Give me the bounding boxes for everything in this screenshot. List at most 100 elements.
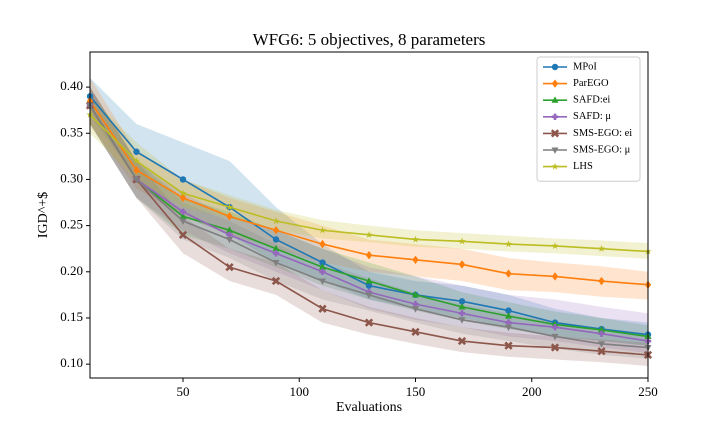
marker (132, 157, 141, 165)
marker (505, 319, 512, 326)
marker (504, 240, 513, 248)
marker (411, 235, 420, 243)
marker (505, 269, 512, 278)
marker (365, 251, 373, 260)
x-axis-label: Evaluations (336, 400, 402, 415)
marker (225, 263, 234, 272)
marker (179, 212, 187, 219)
marker (551, 242, 559, 250)
marker (225, 226, 234, 233)
marker (458, 317, 466, 324)
legend-label: SAFD:ei (573, 95, 610, 106)
marker (551, 324, 559, 331)
marker (551, 320, 559, 327)
marker (365, 231, 373, 238)
marker (598, 276, 605, 286)
confidence-band (90, 87, 648, 359)
marker (272, 260, 280, 267)
marker (133, 148, 140, 155)
marker (551, 96, 559, 103)
marker (551, 333, 559, 341)
marker (550, 129, 560, 138)
marker (319, 259, 326, 266)
marker (225, 236, 234, 244)
chart-title: WFG6: 5 objectives, 8 parameters (253, 30, 486, 49)
y-tick-label: 0.25 (60, 217, 83, 232)
marker (411, 291, 420, 298)
marker (457, 336, 467, 346)
y-axis-label: IGD^+$ (36, 192, 51, 238)
y-tick-label: 0.20 (60, 263, 83, 278)
marker (412, 300, 419, 308)
confidence-band (90, 87, 648, 354)
marker (505, 307, 512, 314)
marker (551, 113, 559, 120)
x-tick-label: 50 (177, 384, 190, 399)
legend-label: ParEGO (573, 78, 609, 89)
legend-label: SMS-EGO: μ (573, 144, 631, 155)
marker (318, 263, 327, 270)
confidence-band (90, 87, 648, 366)
y-tick-label: 0.30 (60, 170, 83, 185)
marker (365, 277, 373, 284)
marker (272, 217, 280, 225)
marker (458, 298, 466, 305)
marker (318, 304, 327, 313)
marker (319, 239, 326, 249)
marker (551, 63, 559, 71)
y-tick-label: 0.35 (60, 124, 83, 139)
marker (458, 310, 466, 317)
y-tick-label: 0.10 (60, 355, 83, 370)
marker (597, 244, 606, 252)
marker (226, 231, 233, 239)
marker (179, 193, 187, 203)
marker (226, 212, 233, 221)
marker (551, 79, 559, 88)
marker (319, 268, 326, 275)
y-tick-label: 0.15 (60, 309, 83, 324)
marker (133, 166, 140, 175)
marker (179, 218, 187, 225)
marker (365, 288, 373, 296)
legend-label: SMS-EGO: ei (573, 128, 632, 139)
marker (551, 147, 559, 154)
marker (411, 327, 420, 336)
marker (365, 292, 373, 299)
marker (412, 255, 419, 264)
marker (225, 203, 234, 211)
x-tick-label: 200 (522, 384, 542, 399)
marker (504, 324, 513, 332)
x-tick-label: 250 (638, 384, 658, 399)
marker (458, 303, 466, 310)
marker (318, 278, 327, 285)
x-tick-label: 150 (406, 384, 426, 399)
marker (364, 318, 374, 327)
marker (179, 208, 187, 215)
marker (458, 260, 466, 269)
y-tick-label: 0.40 (60, 78, 83, 93)
marker (551, 272, 559, 281)
marker (271, 276, 281, 286)
legend-label: SAFD: μ (573, 111, 611, 122)
x-tick-label: 100 (290, 384, 310, 399)
legend: MPoI ParEGO SAFD:ei SAFD: μ SMS-EGO: ei SMS-E… (536, 56, 641, 182)
marker (272, 244, 280, 252)
marker (272, 250, 280, 257)
marker (318, 226, 327, 234)
marker (411, 306, 420, 313)
marker (272, 226, 280, 235)
marker (179, 176, 187, 183)
marker (178, 230, 188, 239)
legend-label: MPoI (573, 61, 597, 72)
marker (132, 176, 141, 184)
marker (597, 326, 606, 333)
marker (597, 341, 606, 348)
marker (365, 282, 373, 289)
plot-frame (89, 51, 649, 379)
marker (458, 237, 466, 245)
marker (598, 330, 605, 337)
marker (551, 162, 559, 170)
marker (504, 312, 513, 319)
marker (597, 347, 606, 356)
